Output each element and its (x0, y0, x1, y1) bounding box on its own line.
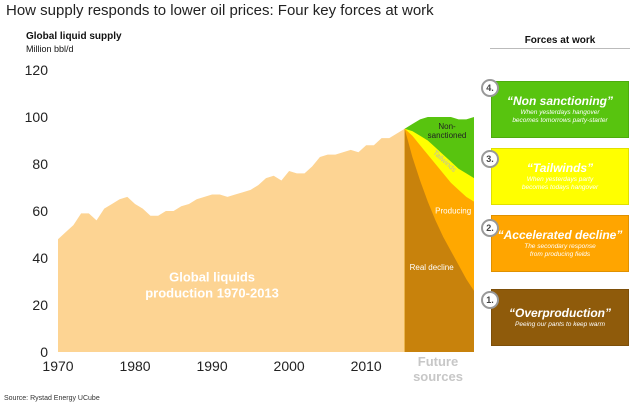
force-description-line1: Peeing our pants to keep warm (515, 321, 605, 328)
y-tick-label: 20 (32, 297, 48, 313)
future-sources-label: Future sources (398, 354, 478, 384)
force-name: “Overproduction” (508, 306, 611, 320)
y-tick-label: 60 (32, 203, 48, 219)
force-box-non-sanctioning: “Non sanctioning” When yesterdays hangov… (491, 81, 629, 138)
force-description-line1: When yesterdays hangover (520, 109, 600, 116)
force-name: “Accelerated decline” (497, 228, 623, 242)
producing-label: Producing (435, 206, 471, 215)
force-box-overproduction: “Overproduction” Peeing our pants to kee… (491, 289, 629, 346)
forces-divider (490, 48, 630, 49)
force-box-tailwinds: “Tailwinds” When yesterdays party become… (491, 148, 629, 205)
y-tick-label: 100 (25, 109, 49, 125)
force-description-line1: The secondary response (524, 243, 596, 250)
future-label-line1: Future (417, 354, 459, 369)
y-axis-unit: Million bbl/d (26, 44, 74, 54)
force-description-line2: becomes tomorrows party-starter (512, 117, 608, 124)
y-tick-label: 40 (32, 250, 48, 266)
force-description-line1: When yesterdays party (526, 176, 594, 183)
force-number-badge: 3. (481, 150, 499, 168)
non-sanctioned-label: Non- (438, 122, 456, 131)
x-tick-label: 1980 (119, 358, 150, 374)
x-tick-label: 1990 (196, 358, 227, 374)
y-tick-label: 0 (40, 344, 48, 360)
future-label-line2: sources (413, 369, 463, 384)
future-series-real-decline-area (404, 128, 474, 352)
historical-label: Global liquids (169, 270, 255, 285)
force-name: “Non sanctioning” (507, 94, 613, 108)
force-number-badge: 2. (481, 219, 499, 237)
force-box-accelerated-decline: “Accelerated decline” The secondary resp… (491, 215, 629, 272)
source-note: Source: Rystad Energy UCube (4, 395, 100, 402)
forces-panel-title: Forces at work (524, 35, 596, 46)
x-tick-label: 2010 (351, 358, 382, 374)
non-sanctioned-label: sanctioned (428, 131, 467, 140)
historical-label: production 1970-2013 (145, 286, 279, 301)
y-tick-label: 120 (25, 62, 49, 78)
y-tick-label: 80 (32, 156, 48, 172)
force-description-line2: becomes todays hangover (521, 184, 599, 191)
historical-production-area (58, 128, 405, 352)
real-decline-label: Real decline (410, 263, 455, 272)
force-description-line2: from producing fields (529, 251, 591, 258)
y-axis-title: Global liquid supply (26, 31, 122, 42)
chart-title: How supply responds to lower oil prices:… (6, 2, 434, 19)
force-number-badge: 1. (481, 291, 499, 309)
force-name: “Tailwinds” (526, 161, 594, 175)
x-tick-label: 2000 (274, 358, 305, 374)
force-number-badge: 4. (481, 79, 499, 97)
x-tick-label: 1970 (42, 358, 73, 374)
